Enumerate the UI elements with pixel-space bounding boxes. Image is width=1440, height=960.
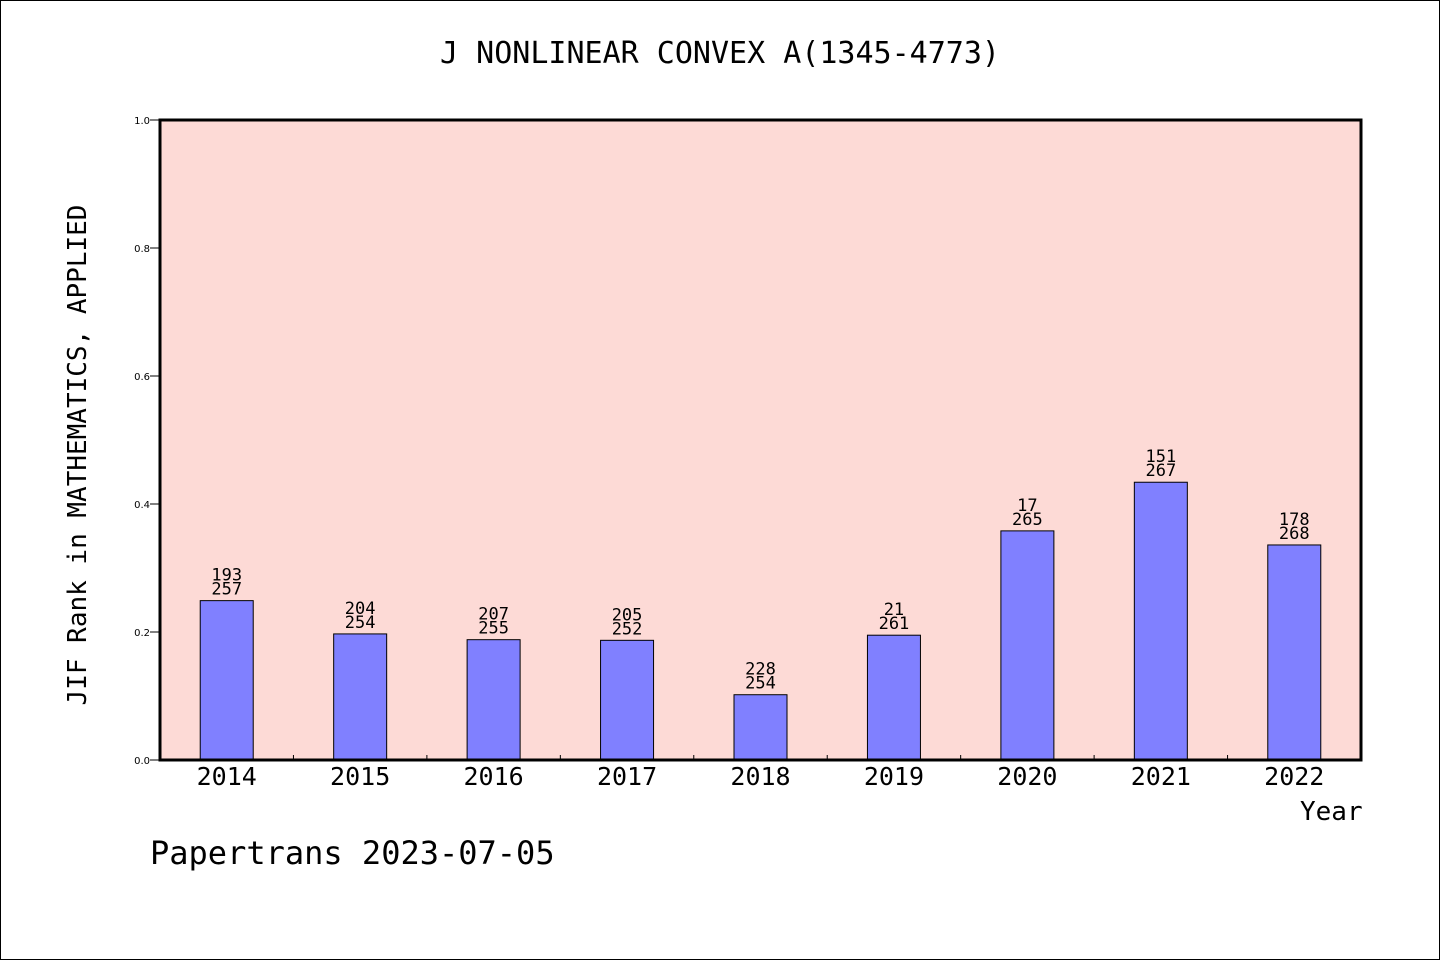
- x-axis-label: Year: [1300, 797, 1363, 827]
- bar-label-total-2022: 268: [1279, 524, 1310, 544]
- bar-label-rank-2014: 193: [211, 566, 242, 586]
- x-tick-label-2021: 2021: [1131, 762, 1191, 791]
- bar-label-rank-2018: 228: [745, 660, 776, 680]
- bar-label-total-2020: 265: [1012, 510, 1043, 530]
- bar-label-rank-2019: 21: [884, 600, 904, 620]
- bar-2015: [333, 633, 388, 761]
- bar-label-total-2014: 257: [211, 580, 242, 600]
- x-tick-label-2018: 2018: [730, 762, 790, 791]
- bar-label-total-2015: 254: [345, 613, 376, 633]
- bar-label-total-2017: 252: [612, 619, 643, 639]
- bar-label-total-2019: 261: [879, 614, 910, 634]
- y-tick-label: 0.0: [134, 756, 150, 767]
- bar-label-rank-2022: 178: [1279, 510, 1310, 530]
- x-tick-label-2016: 2016: [464, 762, 524, 791]
- bar-2019: [866, 634, 921, 761]
- y-tick-label: 0.4: [134, 500, 150, 511]
- bar-2016: [466, 639, 521, 761]
- plot-border: [158, 118, 1363, 762]
- y-tick-label: 0.2: [134, 628, 150, 639]
- bar-label-total-2016: 255: [478, 619, 509, 639]
- x-tick-label-2019: 2019: [864, 762, 924, 791]
- footer-credit: Papertrans 2023-07-05: [150, 834, 555, 872]
- x-tick-label-2014: 2014: [197, 762, 257, 791]
- x-tick-label-2020: 2020: [997, 762, 1057, 791]
- bar-label-rank-2021: 151: [1145, 447, 1176, 467]
- bar-label-rank-2016: 207: [478, 605, 509, 625]
- x-tick-label-2017: 2017: [597, 762, 657, 791]
- bar-label-total-2018: 254: [745, 674, 776, 694]
- bar-2022: [1267, 544, 1322, 761]
- bar-label-rank-2017: 205: [612, 605, 643, 625]
- chart-title: J NONLINEAR CONVEX A(1345-4773): [440, 36, 1000, 71]
- bar-label-rank-2015: 204: [345, 599, 376, 619]
- bar-2020: [1000, 530, 1055, 761]
- bar-2017: [600, 639, 655, 761]
- y-tick-label: 1.0: [134, 116, 150, 127]
- x-tick-label-2022: 2022: [1264, 762, 1324, 791]
- y-tick-label: 0.6: [134, 372, 150, 383]
- y-tick-label: 0.8: [134, 244, 150, 255]
- bar-label-total-2021: 267: [1145, 461, 1176, 481]
- bar-2014: [199, 600, 254, 761]
- bar-label-rank-2020: 17: [1017, 496, 1037, 516]
- x-tick-label-2015: 2015: [330, 762, 390, 791]
- bar-2018: [733, 694, 788, 761]
- bar-2021: [1133, 481, 1188, 761]
